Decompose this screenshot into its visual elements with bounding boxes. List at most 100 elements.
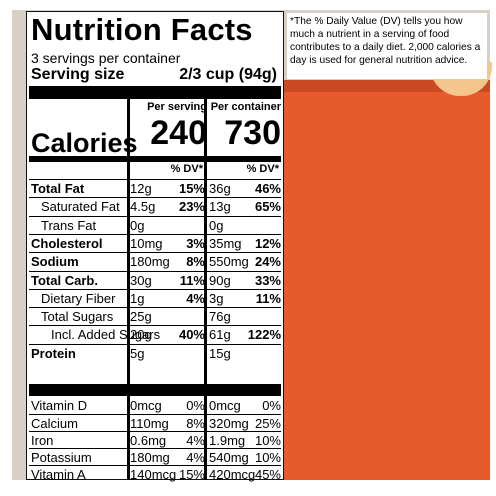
per-container-amount: 420mcg <box>209 467 256 482</box>
nutrient-name: Protein <box>31 345 76 361</box>
servings-per-container: 3 servings per container <box>31 50 181 66</box>
per-serving-dv: 4% <box>186 290 205 306</box>
per-container-amount: 540mg <box>209 450 249 465</box>
per-container-amount: 35mg <box>209 235 242 251</box>
per-container-amount: 90g <box>209 272 231 288</box>
nutrient-name: Sodium <box>31 254 79 270</box>
per-serving-dv: 0% <box>186 398 205 413</box>
nutrient-row: Trans Fat 0g 0g <box>29 215 281 235</box>
per-serving-dv: 8% <box>186 254 205 270</box>
per-container-dv: 0% <box>262 398 281 413</box>
vitamin-row: Potassium 180mg 4% 540mg 10% <box>29 448 281 467</box>
nutrient-name: Trans Fat <box>41 217 97 233</box>
dv-header-container: % DV* <box>246 163 279 175</box>
per-container-dv: 33% <box>254 272 281 288</box>
per-serving-amount: 20g <box>130 327 152 343</box>
per-serving-dv: 40% <box>178 327 205 343</box>
package-orange-panel <box>284 80 490 480</box>
per-serving-header: Per serving <box>147 101 207 113</box>
per-container-header: Per container <box>210 101 281 113</box>
per-serving-amount: 140mcg <box>130 467 177 482</box>
serving-size-label: Serving size <box>31 66 125 83</box>
per-container-dv: 46% <box>254 181 281 196</box>
nutrient-row: Cholesterol 10mg 3% 35mg 12% <box>29 233 281 253</box>
per-container-dv: 65% <box>254 199 281 215</box>
per-container-dv: 12% <box>254 235 281 251</box>
per-container-amount: 550mg <box>209 254 249 270</box>
per-container-amount: 61g <box>209 327 231 343</box>
per-serving-amount: 1g <box>130 290 145 306</box>
nutrient-name: Saturated Fat <box>41 199 120 215</box>
per-container-amount: 76g <box>209 309 231 325</box>
per-serving-amount: 110mg <box>130 416 169 431</box>
per-container-amount: 0g <box>209 217 224 233</box>
calories-per-container: 730 <box>224 114 281 152</box>
calories-per-serving: 240 <box>150 114 207 152</box>
per-container-amount: 0mcg <box>209 398 241 413</box>
column-divider-2 <box>204 99 207 480</box>
per-serving-amount: 0.6mg <box>130 433 167 448</box>
nutrient-row: Total Sugars 25g 76g <box>29 307 281 326</box>
nutrient-name: Incl. Added Sugars <box>51 327 161 343</box>
per-container-dv: 11% <box>255 290 281 306</box>
per-container-dv: 10% <box>254 450 281 465</box>
per-serving-dv: 8% <box>186 416 205 431</box>
label-title: Nutrition Facts <box>31 12 253 47</box>
thick-divider-calories <box>29 156 281 162</box>
nutrient-row: Saturated Fat 4.5g 23% 13g 65% <box>29 197 281 216</box>
per-serving-dv: 23% <box>178 199 205 215</box>
thick-divider-top <box>29 86 281 99</box>
daily-value-footnote: *The % Daily Value (DV) tells you how mu… <box>287 13 487 79</box>
per-container-dv: 25% <box>254 416 281 431</box>
per-serving-dv: 4% <box>186 450 205 465</box>
vitamin-name: Vitamin A <box>31 467 86 482</box>
nutrient-name: Total Sugars <box>41 309 114 325</box>
vitamin-name: Calcium <box>31 416 78 431</box>
per-container-dv: 10% <box>254 433 281 448</box>
per-container-amount: 13g <box>209 199 231 215</box>
per-serving-amount: 25g <box>130 309 152 325</box>
per-serving-amount: 4.5g <box>130 199 156 215</box>
per-serving-amount: 180mg <box>130 450 170 465</box>
per-serving-dv: 3% <box>186 235 205 251</box>
per-serving-dv: 15% <box>178 181 205 196</box>
per-serving-amount: 5g <box>130 345 145 361</box>
calories-label: Calories <box>31 128 138 158</box>
per-container-dv: 45% <box>254 467 281 482</box>
nutrition-facts-panel: Nutrition Facts 3 servings per container… <box>26 11 284 482</box>
nutrient-row: Sodium 180mg 8% 550mg 24% <box>29 252 281 271</box>
per-container-amount: 3g <box>209 290 224 306</box>
per-serving-amount: 10mg <box>130 235 163 251</box>
per-container-dv: 122% <box>247 327 281 343</box>
per-serving-amount: 30g <box>130 272 152 288</box>
nutrient-row: Incl. Added Sugars 20g 40% 61g 122% <box>29 325 281 344</box>
vitamin-row: Vitamin A 140mcg 15% 420mcg 45% <box>29 465 281 484</box>
per-serving-amount: 12g <box>130 181 152 196</box>
serving-size-value: 2/3 cup (94g) <box>179 66 277 83</box>
vitamin-row: Calcium 110mg 8% 320mg 25% <box>29 414 281 433</box>
per-serving-amount: 0mcg <box>130 398 162 413</box>
per-container-amount: 320mg <box>209 416 249 431</box>
nutrient-name: Cholesterol <box>31 235 103 251</box>
per-serving-amount: 0g <box>130 217 145 233</box>
vitamin-row: Iron 0.6mg 4% 1.9mg 10% <box>29 431 281 450</box>
nutrient-name: Dietary Fiber <box>41 290 116 306</box>
nutrient-name: Total Fat <box>31 181 85 196</box>
per-container-amount: 1.9mg <box>209 433 246 448</box>
per-serving-amount: 180mg <box>130 254 170 270</box>
vitamin-row: Vitamin D 0mcg 0% 0mcg 0% <box>29 397 281 415</box>
nutrient-row: Total Carb. 30g 11% 90g 33% <box>29 270 281 290</box>
thick-divider-vitamins <box>29 384 281 396</box>
vitamin-name: Vitamin D <box>31 398 88 413</box>
column-divider-1 <box>127 99 130 480</box>
per-container-amount: 15g <box>209 345 231 361</box>
vitamin-name: Iron <box>31 433 54 448</box>
per-container-amount: 36g <box>209 181 231 196</box>
per-serving-dv: 11% <box>179 272 205 288</box>
nutrient-name: Total Carb. <box>31 272 98 288</box>
dv-header-serving: % DV* <box>170 163 203 175</box>
nutrient-row: Protein 5g 15g <box>29 343 281 363</box>
nutrient-row: Total Fat 12g 15% 36g 46% <box>29 179 281 198</box>
per-serving-dv: 4% <box>186 433 205 448</box>
per-container-dv: 24% <box>254 254 281 270</box>
